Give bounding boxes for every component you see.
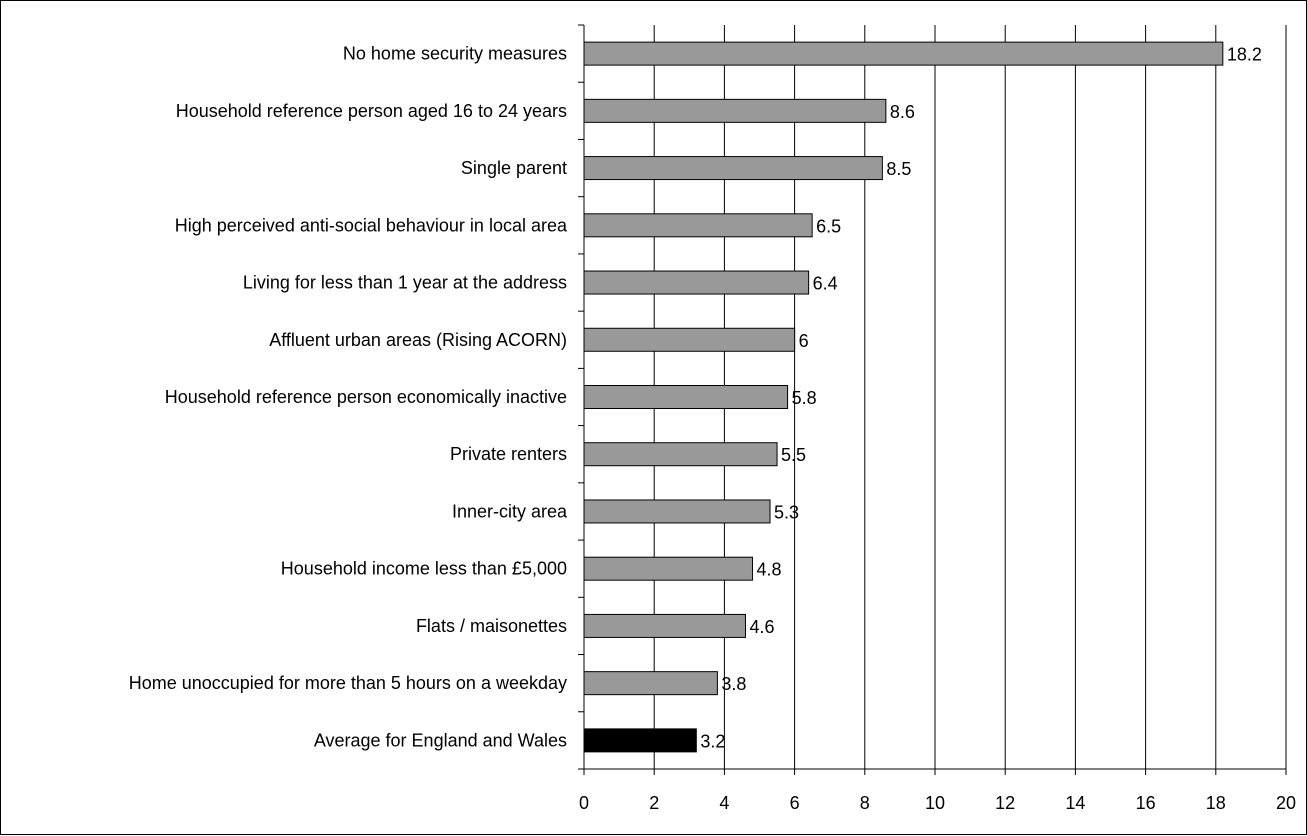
- x-tick-label: 16: [1136, 793, 1156, 813]
- bar: [583, 556, 753, 581]
- x-tick-label: 8: [860, 793, 870, 813]
- x-tick-label: 14: [1065, 793, 1085, 813]
- bar: [583, 270, 810, 295]
- category-label: Affluent urban areas (Rising ACORN): [269, 330, 567, 350]
- bar: [583, 156, 883, 181]
- category-label: Household income less than £5,000: [281, 559, 567, 579]
- x-tick-label: 18: [1206, 793, 1226, 813]
- category-label: Home unoccupied for more than 5 hours on…: [129, 673, 567, 693]
- data-label: 5.3: [774, 502, 799, 522]
- bar: [583, 442, 778, 467]
- bar: [583, 499, 771, 524]
- x-tick-label: 12: [995, 793, 1015, 813]
- category-label: Flats / maisonettes: [416, 616, 567, 636]
- data-label: 5.8: [792, 388, 817, 408]
- x-tick-label: 0: [579, 793, 589, 813]
- data-label: 6: [799, 331, 809, 351]
- data-label: 5.5: [781, 445, 806, 465]
- data-label: 3.2: [700, 731, 725, 751]
- data-label: 8.6: [890, 102, 915, 122]
- bar: [583, 327, 796, 352]
- bar: [583, 213, 813, 238]
- category-label: Living for less than 1 year at the addre…: [243, 273, 567, 293]
- category-label: No home security measures: [343, 44, 567, 64]
- category-label: Private renters: [450, 444, 567, 464]
- bar: [583, 385, 789, 409]
- x-tick-label: 4: [719, 793, 729, 813]
- category-label: Average for England and Wales: [314, 730, 567, 750]
- data-label: 8.5: [886, 159, 911, 179]
- category-label: High perceived anti-social behaviour in …: [175, 215, 568, 235]
- bar: [583, 41, 1224, 66]
- data-label: 4.8: [756, 560, 781, 580]
- category-label: Household reference person economically …: [165, 387, 567, 407]
- x-tick-label: 10: [925, 793, 945, 813]
- data-label: 6.5: [816, 216, 841, 236]
- bar: [583, 98, 887, 123]
- category-label: Household reference person aged 16 to 24…: [176, 101, 567, 121]
- data-label: 18.2: [1227, 45, 1262, 65]
- bar: [583, 728, 697, 753]
- category-label: Inner-city area: [452, 501, 568, 521]
- bar: [583, 671, 718, 696]
- data-label: 4.6: [749, 617, 774, 637]
- x-tick-label: 2: [649, 793, 659, 813]
- x-tick-label: 20: [1276, 793, 1296, 813]
- data-label: 6.4: [813, 274, 838, 294]
- x-tick-label: 6: [790, 793, 800, 813]
- bar: [583, 613, 746, 638]
- data-label: 3.8: [721, 674, 746, 694]
- category-label: Single parent: [461, 158, 567, 178]
